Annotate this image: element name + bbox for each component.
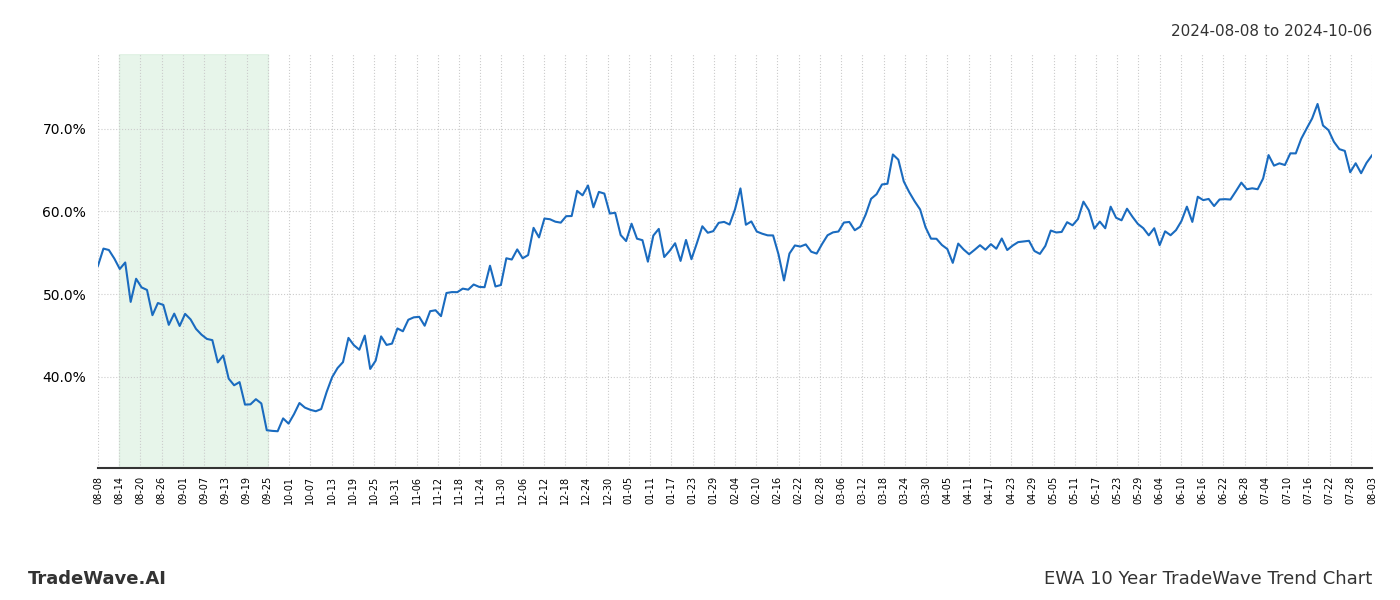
Bar [119, 54, 267, 468]
Text: EWA 10 Year TradeWave Trend Chart: EWA 10 Year TradeWave Trend Chart [1044, 570, 1372, 588]
Text: TradeWave.AI: TradeWave.AI [28, 570, 167, 588]
Text: 2024-08-08 to 2024-10-06: 2024-08-08 to 2024-10-06 [1170, 24, 1372, 39]
